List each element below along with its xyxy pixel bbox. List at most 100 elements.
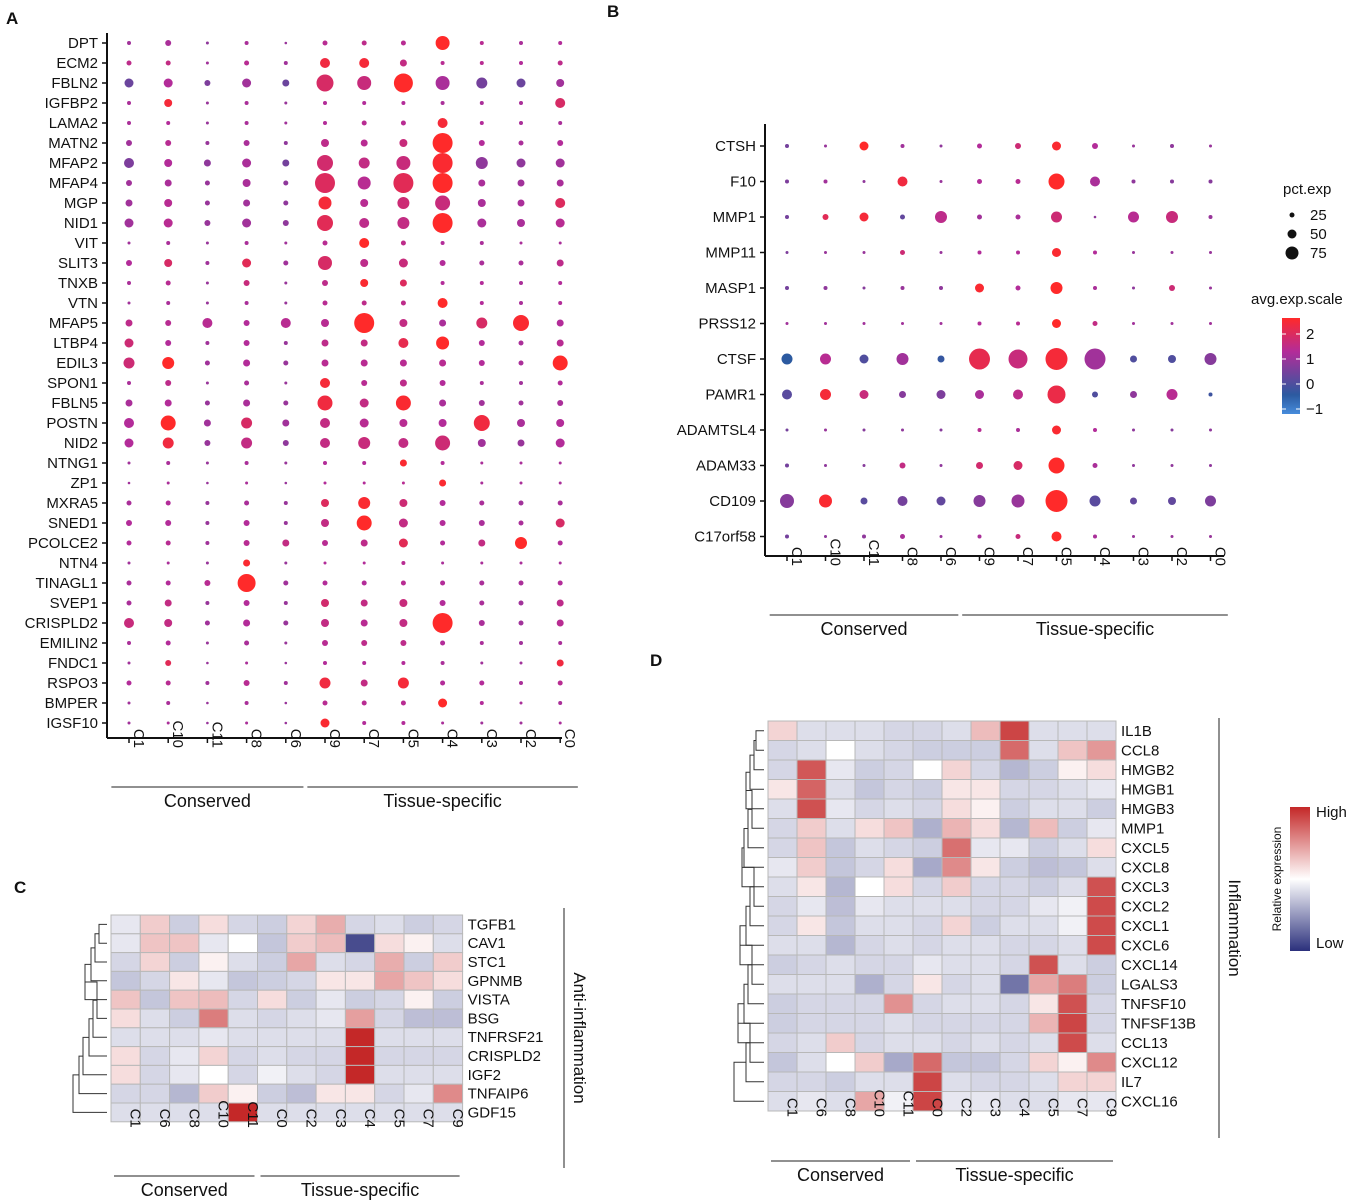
panel-a-dot [127, 561, 131, 565]
panel-d-heat-cell [999, 818, 1030, 839]
panel-a-dot [126, 140, 132, 146]
panel-a-dot [357, 176, 371, 190]
panel-a-dot [320, 438, 330, 448]
panel-b-dot [976, 462, 983, 469]
panel-b-dot [937, 355, 945, 363]
panel-d-heat-cell [970, 798, 1001, 819]
panel-a-dot [127, 41, 131, 45]
panel-a-dot [518, 600, 524, 606]
panel-b-dot [862, 251, 866, 254]
panel-a-dot [480, 721, 484, 725]
panel-a-dot [401, 721, 406, 725]
legend-color-tick-label: −1 [1306, 401, 1323, 418]
panel-a-dot [432, 173, 453, 193]
panel-d-heat-cell [854, 818, 885, 839]
panel-b-dot [1015, 214, 1021, 220]
panel-c-heat-cell [169, 1064, 200, 1085]
panel-a-dot [237, 574, 256, 592]
panel-b-dot [977, 214, 982, 220]
panel-b-dot [1170, 179, 1174, 184]
panel-a-dot [242, 218, 252, 228]
panel-c-row-label: BSG [468, 1010, 500, 1027]
panel-a-dot [478, 620, 485, 626]
panel-a-dot [243, 280, 250, 286]
panel-d-column-label: C10 [871, 1089, 888, 1117]
panel-a-dot [205, 381, 209, 385]
panel-a-dot [204, 360, 210, 366]
panel-d-heat-cell [883, 896, 914, 917]
panel-a-dot [556, 339, 564, 347]
panel-d-heat-cell [854, 1052, 885, 1073]
panel-a-dot [282, 79, 290, 87]
panel-b-dot [859, 390, 869, 399]
panel-b-dot [1132, 251, 1135, 254]
panel-a-gene-label: VIT [75, 235, 98, 252]
panel-d-column-label: C1 [784, 1098, 801, 1117]
panel-d-heat-cell [1057, 1013, 1088, 1034]
panel-a-dot [204, 220, 211, 226]
panel-a-dot [127, 281, 131, 285]
panel-a-dot [356, 515, 372, 531]
panel-c-heat-cell [403, 914, 434, 935]
panel-a-dot [321, 139, 329, 147]
panel-a-dot [164, 599, 172, 607]
panel-a-dot [127, 461, 131, 465]
panel-d-heat-cell [883, 954, 914, 975]
panel-b-dot [1051, 211, 1062, 223]
panel-c-heat-cell [169, 1008, 200, 1029]
panel-a-dot [398, 338, 409, 348]
panel-d-heat-cell [796, 798, 827, 819]
panel-a-dot [400, 240, 406, 246]
panel-a-dot [362, 481, 366, 485]
panel-c-heat-cell [315, 952, 346, 972]
panel-b-dot [1205, 495, 1216, 507]
legend-size-label: 50 [1310, 226, 1327, 243]
panel-a-dot [435, 195, 451, 211]
panel-d-heat-cell [912, 1052, 943, 1073]
panel-d-heat-cell [941, 876, 972, 897]
panel-d-heat-cell [1057, 993, 1088, 1014]
panel-b-dot [1170, 251, 1174, 254]
panel-a-dot [518, 520, 524, 526]
panel-c-heat-cell [227, 952, 258, 972]
panel-a-dot [401, 661, 406, 665]
panel-b-dot [1092, 391, 1098, 398]
panel-d-row-label: CXCL12 [1121, 1054, 1178, 1071]
panel-c-heat-cell [315, 1027, 346, 1048]
panel-d-heat-cell [1057, 1052, 1088, 1073]
panel-a-dot [357, 76, 372, 90]
panel-d-heat-cell [767, 818, 798, 839]
panel-d-heat-cell [1028, 759, 1059, 780]
panel-a-dot [206, 701, 209, 705]
panel-a-dot [399, 419, 408, 427]
panel-c-heat-cell [315, 933, 346, 954]
panel-d-heat-cell [1086, 1071, 1117, 1092]
panel-a-dot [205, 561, 209, 565]
panel-b-dot [1170, 464, 1174, 467]
panel-b-dot [1013, 461, 1023, 470]
panel-a-dot [400, 580, 406, 586]
panel-a-dot [479, 701, 484, 705]
panel-d-heat-cell [1028, 720, 1059, 741]
panel-a-gene-label: LAMA2 [49, 115, 98, 132]
panel-b-dot [977, 143, 982, 149]
panel-b-dot [862, 180, 866, 183]
panel-a-dot [284, 561, 288, 565]
panel-a-dot [205, 501, 210, 505]
panel-a-cluster-label: C11 [208, 722, 225, 748]
panel-a-dot [479, 680, 485, 686]
panel-a-dot [124, 618, 134, 628]
panel-a-dot [399, 459, 407, 467]
panel-a-dot [242, 258, 252, 268]
panel-d-column-label: C6 [813, 1098, 830, 1117]
panel-c-heat-cell [139, 952, 171, 972]
panel-a-cluster-label: C0 [561, 729, 578, 748]
panel-a-dot [360, 259, 369, 267]
panel-a-cluster-label: C3 [483, 729, 500, 748]
panel-a-dot [283, 681, 288, 685]
panel-a-dot [398, 438, 409, 448]
panel-b-dot [1132, 428, 1135, 432]
panel-a-dot [397, 197, 410, 209]
panel-d-heat-cell [1028, 935, 1059, 956]
panel-c-dendrogram-branch [94, 933, 107, 963]
